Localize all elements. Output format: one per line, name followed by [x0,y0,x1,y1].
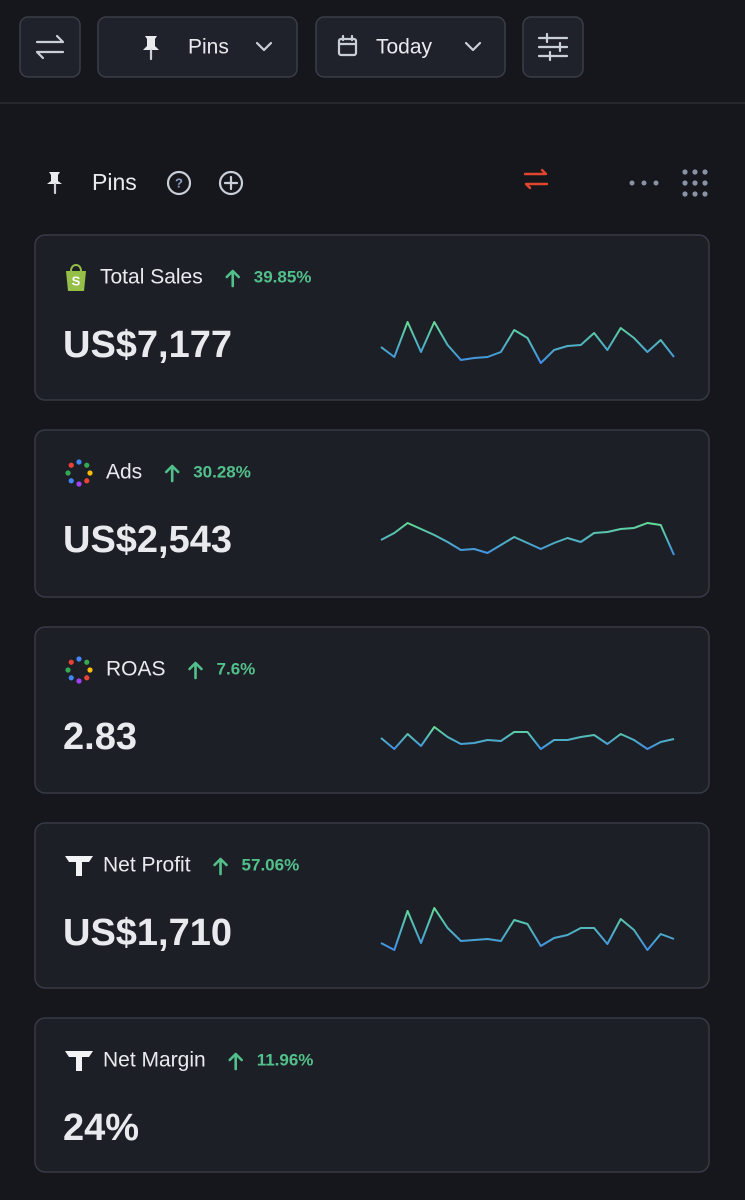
card-bg [34,234,710,401]
card-bg [34,626,710,794]
card-title: Total Sales [100,266,203,289]
shopify-icon-s: S [72,273,81,288]
more-icon[interactable] [629,180,659,186]
ads-icon-dot [68,675,74,681]
metric-value: US$7,177 [63,324,232,366]
brand-icon [65,856,93,876]
card-bg [34,822,710,989]
card-bg [34,1017,710,1173]
card-title: Net Margin [103,1049,206,1072]
sparkline [380,522,675,556]
up-arrow [225,269,241,288]
date-dropdown[interactable]: Today [315,16,506,78]
ads-icon-dot [76,459,82,465]
change-percent: 7.6% [217,659,256,678]
metric-value: US$2,543 [63,519,232,561]
ads-icon-dot [87,667,93,673]
ads-icon-dot [68,462,74,468]
sparkline [380,726,675,750]
metric-card[interactable]: Net Profit 57.06% US$1,710 [34,822,710,989]
shopify-icon-handle [70,264,82,272]
ads-icon-dot [84,675,90,681]
up-arrow [188,661,203,680]
metric-card[interactable]: Net Margin 11.96% 24% [34,1017,710,1173]
ads-icon-dot [68,478,74,484]
card-title: ROAS [106,658,166,681]
pins-label: Pins [188,36,229,59]
metric-card[interactable]: S Total Sales 39.85% US$7,177 [34,234,710,401]
filter-button[interactable] [522,16,584,78]
cards: S Total Sales 39.85% US$7,177 Ads 30.28% US$2,… [34,234,710,1173]
ads-icon-dot [76,656,82,662]
card-title: Ads [106,461,142,484]
ads-icon-dot [65,667,71,673]
up-arrow [164,464,180,483]
card-title: Net Profit [103,854,191,877]
date-label: Today [376,36,433,59]
change-percent: 30.28% [193,462,251,481]
toolbar: Pins Today [19,16,584,78]
card-bg [34,429,710,598]
section-header: Pins ? [47,168,708,197]
metric-value: US$1,710 [63,912,232,954]
shopify-icon [66,271,86,291]
change-percent: 11.96% [257,1050,314,1069]
ads-icon-dot [84,478,90,484]
add-icon[interactable] [218,170,244,196]
metric-value: 2.83 [63,716,137,758]
sparkline [380,321,675,364]
change-percent: 39.85% [254,267,312,286]
grid-icon[interactable] [682,169,708,197]
change-percent: 57.06% [242,855,300,874]
up-arrow [213,857,228,876]
ads-icon-dot [84,462,90,468]
svg-text:?: ? [175,175,183,190]
swap-red-icon[interactable] [523,168,549,190]
swap-button[interactable] [19,16,81,78]
ads-icon-dot [84,659,90,665]
metric-card[interactable]: Ads 30.28% US$2,543 [34,429,710,598]
ads-icon-dot [76,678,82,684]
up-arrow [228,1052,244,1071]
metric-value: 24% [63,1107,139,1149]
ads-icon-dot [76,481,82,487]
ads-icon-dot [65,470,71,476]
ads-icon-dot [87,470,93,476]
ads-icon-dot [68,659,74,665]
help-icon[interactable]: ? [166,170,192,196]
section-title: Pins [92,169,137,195]
metric-card[interactable]: ROAS 7.6% 2.83 [34,626,710,794]
brand-icon [65,1051,93,1071]
sparkline [380,907,675,951]
pins-dropdown[interactable]: Pins [97,16,298,78]
